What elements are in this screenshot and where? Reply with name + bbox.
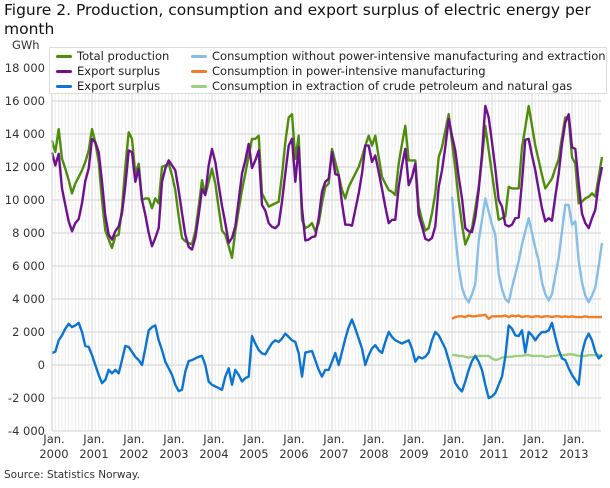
legend-swatch [56, 55, 72, 58]
x-tick-label-year: 2004 [199, 447, 228, 461]
y-tick-label: 8 000 [12, 226, 45, 240]
x-tick-label-month: Jan. [202, 432, 224, 446]
x-tick-label-year: 2012 [519, 447, 548, 461]
legend-label: Export surplus [77, 79, 161, 93]
x-tick-label-month: Jan. [442, 432, 464, 446]
x-tick-label-year: 2005 [239, 447, 268, 461]
legend-item-export-surplus-purple: Export surplus [56, 64, 160, 79]
y-tick-label: 2 000 [12, 325, 45, 339]
x-tick-label-month: Jan. [482, 432, 504, 446]
series-line-0 [50, 104, 604, 259]
y-tick-label: 12 000 [5, 160, 45, 174]
x-tick-label-month: Jan. [282, 432, 304, 446]
x-tick-label-year: 2000 [39, 447, 68, 461]
chart-title: Figure 2. Production, consumption and ex… [4, 1, 591, 38]
legend-item-consumption-general: Consumption without power-intensive manu… [191, 49, 606, 64]
y-tick-label: 4 000 [12, 292, 45, 306]
series-line-5 [452, 353, 602, 362]
legend-swatch [191, 85, 207, 88]
legend-swatch [191, 55, 207, 58]
x-tick-label-year: 2010 [439, 447, 468, 461]
grid [51, 67, 601, 432]
x-tick-label-month: Jan. [562, 432, 584, 446]
x-tick-label-month: Jan. [82, 432, 104, 446]
x-tick-label-year: 2011 [479, 447, 508, 461]
series-line-2 [51, 318, 603, 400]
x-tick-label-month: Jan. [522, 432, 544, 446]
y-tick-label: 0 [38, 358, 45, 372]
legend-item-export-surplus-blue: Export surplus [56, 79, 160, 94]
legend-swatch [56, 85, 72, 88]
y-tick-label: 14 000 [5, 127, 45, 141]
x-tick-label-month: Jan. [42, 432, 64, 446]
y-tick-label: 16 000 [5, 94, 45, 108]
legend-label: Export surplus [77, 64, 161, 78]
legend-label: Total production [77, 49, 170, 63]
series-line-1 [50, 104, 604, 251]
series-lines [50, 104, 604, 400]
legend-item-total-production: Total production [56, 49, 169, 64]
y-axis-unit: GWh [12, 38, 40, 52]
x-tick-label-year: 2007 [319, 447, 348, 461]
x-tick-label-year: 2013 [559, 447, 588, 461]
y-tick-label: 6 000 [12, 259, 45, 273]
legend-item-consumption-extraction: Consumption in extraction of crude petro… [191, 79, 572, 94]
y-tick-label: 10 000 [5, 193, 45, 207]
x-tick-label-year: 2002 [119, 447, 148, 461]
x-tick-label-month: Jan. [322, 432, 344, 446]
x-tick-label-month: Jan. [162, 432, 184, 446]
series-line-4 [451, 313, 602, 320]
x-tick-label-year: 2006 [279, 447, 308, 461]
legend-item-consumption-power-intensive: Consumption in power-intensive manufactu… [191, 64, 486, 79]
x-tick-label-month: Jan. [242, 432, 264, 446]
legend-swatch [191, 70, 207, 73]
x-tick-label-month: Jan. [362, 432, 384, 446]
y-tick-label: 18 000 [5, 61, 45, 75]
y-tick-label: -4 000 [8, 424, 45, 438]
legend-label: Consumption in power-intensive manufactu… [212, 64, 486, 78]
legend: Total production Export surplus Export s… [49, 47, 607, 94]
legend-swatch [56, 70, 72, 73]
x-tick-label-year: 2008 [359, 447, 388, 461]
x-tick-label-month: Jan. [122, 432, 144, 446]
legend-label: Consumption in extraction of crude petro… [212, 79, 573, 93]
x-tick-label-month: Jan. [402, 432, 424, 446]
x-tick-label-year: 2001 [79, 447, 108, 461]
legend-label: Consumption without power-intensive manu… [212, 49, 606, 63]
x-tick-label-year: 2009 [399, 447, 428, 461]
x-axis: Jan.2000Jan.2001Jan.2002Jan.2003Jan.2004… [39, 432, 588, 461]
x-tick-label-year: 2003 [159, 447, 188, 461]
source-note: Source: Statistics Norway. [4, 469, 140, 481]
y-axis: 18 000 16 000 14 000 12 000 10 000 8 000 6 000… [5, 61, 53, 438]
y-tick-label: -2 000 [8, 391, 45, 405]
series-line-3 [450, 196, 604, 304]
